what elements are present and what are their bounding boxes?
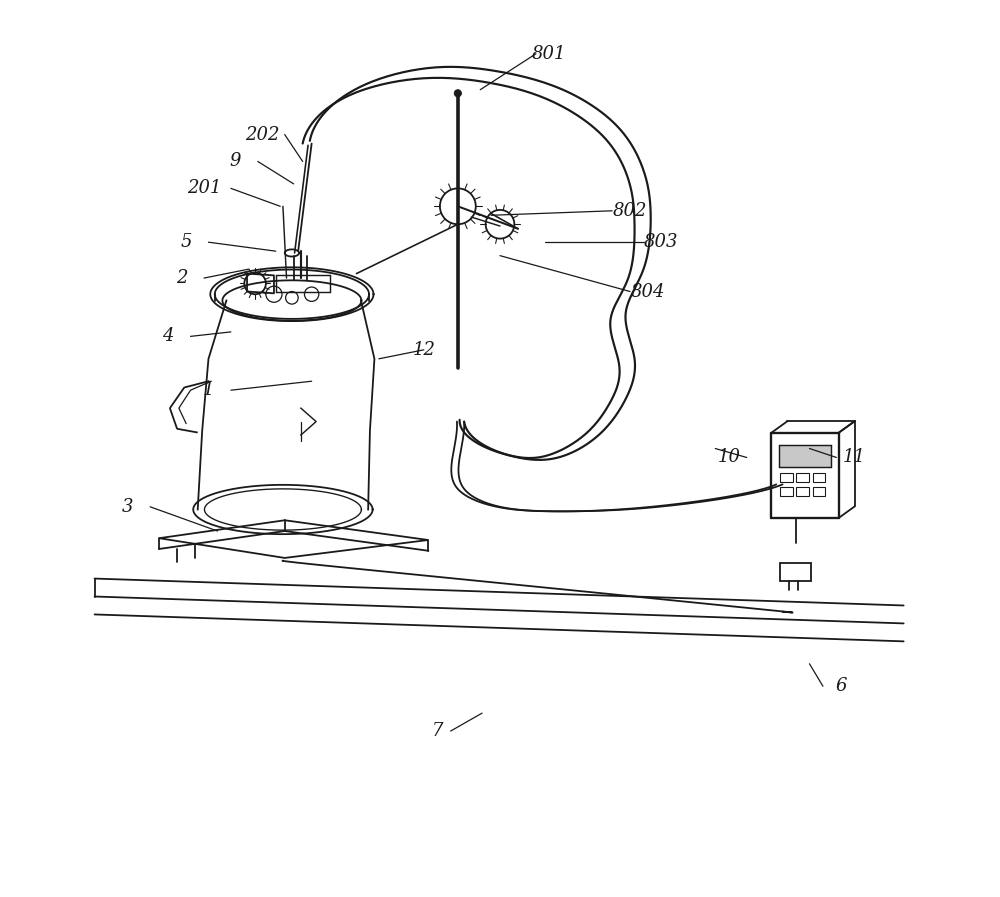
Text: 4: 4 bbox=[162, 327, 174, 345]
Bar bbox=[780, 563, 811, 581]
Text: 10: 10 bbox=[717, 448, 740, 466]
Bar bbox=[796, 474, 809, 483]
Text: 12: 12 bbox=[412, 341, 435, 359]
Text: 803: 803 bbox=[644, 233, 679, 251]
Bar bbox=[780, 474, 793, 483]
Text: 11: 11 bbox=[843, 448, 866, 466]
Text: 6: 6 bbox=[835, 677, 847, 695]
Text: 3: 3 bbox=[122, 498, 133, 516]
Circle shape bbox=[454, 90, 461, 97]
Text: 802: 802 bbox=[613, 202, 647, 220]
Bar bbox=[813, 474, 825, 483]
Bar bbox=[813, 486, 825, 495]
Text: 2: 2 bbox=[176, 269, 187, 287]
Bar bbox=[796, 486, 809, 495]
Text: 7: 7 bbox=[431, 722, 443, 740]
Bar bbox=[276, 275, 330, 292]
Text: 5: 5 bbox=[180, 233, 192, 251]
Text: 804: 804 bbox=[631, 283, 665, 300]
Bar bbox=[779, 446, 831, 467]
Text: 202: 202 bbox=[245, 126, 280, 144]
Bar bbox=[780, 486, 793, 495]
Text: 1: 1 bbox=[203, 381, 214, 399]
Text: 201: 201 bbox=[187, 179, 221, 197]
Text: 9: 9 bbox=[230, 152, 241, 170]
Text: 801: 801 bbox=[532, 45, 567, 63]
